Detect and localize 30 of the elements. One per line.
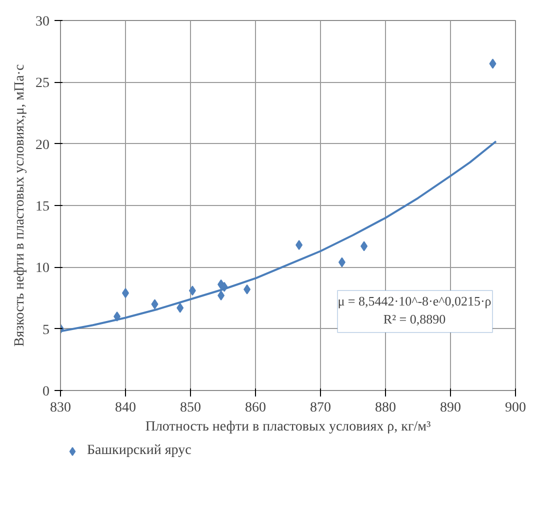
y-axis-title: Вязкость нефти в пластовых условиях,μ, мПа·с [12,64,28,347]
x-tick-label: 880 [375,400,396,416]
y-tick-label: 20 [36,138,50,153]
x-tick-label: 830 [50,400,71,416]
x-tick-label: 860 [245,400,266,416]
annotation: μ = 8,5442·10^-8·e^0,0215·ρ [338,294,492,308]
legend-label: Башкирский ярус [87,443,192,459]
x-tick-label: 870 [310,400,331,416]
point [151,299,158,310]
x-axis-title: Плотность нефти в пластовых условиях ρ, кг/м³ [145,420,431,434]
y-tick-label: 30 [36,14,50,30]
point [489,58,496,69]
x-tick-label: 850 [180,400,201,416]
annotation: R² = 0,8890 [383,312,446,326]
point [360,241,368,252]
y-tick-label: 15 [36,200,50,214]
point [188,286,196,296]
y-tick-label: 0 [42,384,50,400]
point [244,284,251,294]
y-tick-label: 5 [42,322,50,338]
point [218,290,225,301]
x-tick-label: 840 [115,400,136,416]
y-tick-label: 25 [36,76,50,92]
x-tick-label: 890 [440,400,461,416]
line-series [60,140,497,332]
point [176,302,184,313]
point [338,257,346,268]
x-tick-label: 900 [505,400,526,416]
y-tick-label: 10 [36,261,50,276]
point [296,240,303,250]
